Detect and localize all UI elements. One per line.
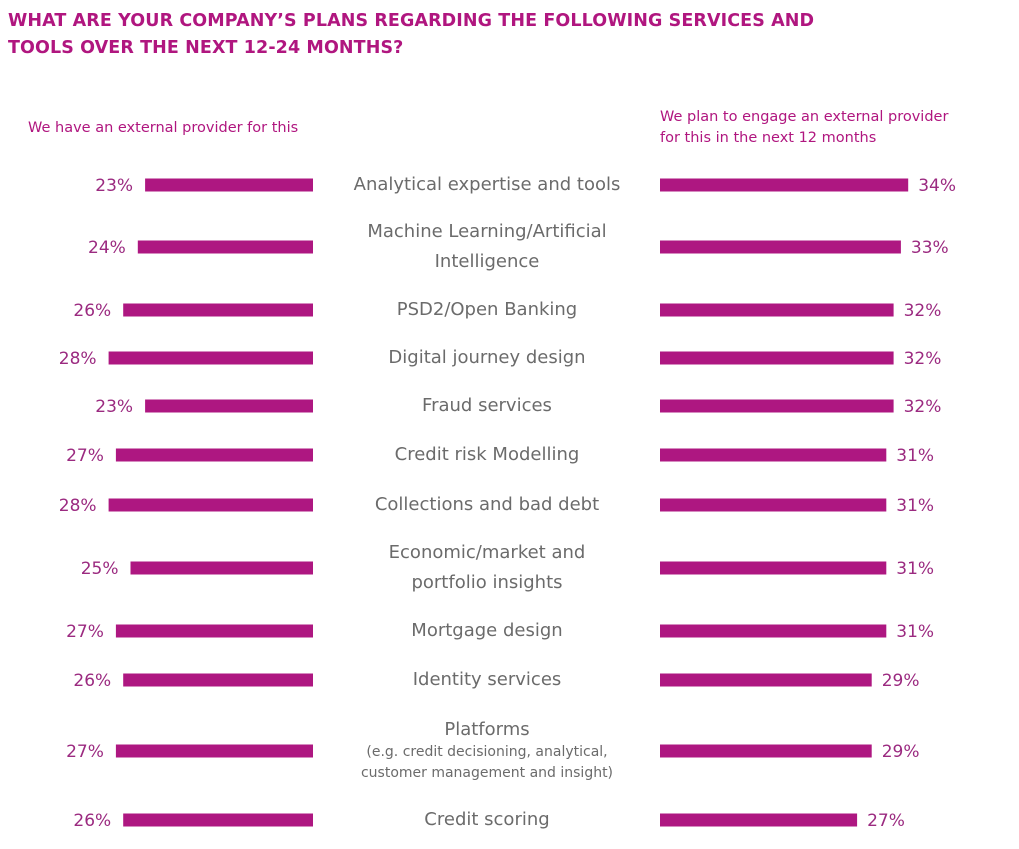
value-label-left: 26% xyxy=(73,671,111,691)
value-label-left: 27% xyxy=(66,742,104,762)
value-label-left: 23% xyxy=(95,397,133,417)
value-label-left: 27% xyxy=(66,622,104,642)
category-label: Platforms xyxy=(444,719,529,740)
bar-right xyxy=(660,498,887,512)
value-label-left: 26% xyxy=(73,811,111,831)
value-label-left: 23% xyxy=(95,176,133,196)
chart-title: WHAT ARE YOUR COMPANY’S PLANS REGARDING … xyxy=(8,8,888,62)
legend-left-series: We have an external provider for this xyxy=(28,118,298,139)
bar-right xyxy=(660,240,901,254)
value-label-right: 29% xyxy=(882,671,920,691)
category-label: PSD2/Open Banking xyxy=(397,299,578,320)
category-label: portfolio insights xyxy=(411,572,562,593)
bar-right xyxy=(660,744,872,758)
value-label-right: 31% xyxy=(896,622,934,642)
legend-right-label-line-2: for this in the next 12 months xyxy=(660,130,877,146)
value-label-left: 24% xyxy=(88,238,126,258)
legend-right-label-line-1: We plan to engage an external provider xyxy=(660,109,949,125)
value-label-left: 28% xyxy=(59,349,97,369)
category-label: Mortgage design xyxy=(411,620,562,641)
value-label-right: 33% xyxy=(911,238,949,258)
bar-right xyxy=(660,178,909,192)
bar-right xyxy=(660,673,872,687)
category-sublabel: customer management and insight) xyxy=(361,765,613,781)
value-label-left: 28% xyxy=(59,496,97,516)
bar-left xyxy=(145,399,313,413)
legend-right-series: We plan to engage an external provider f… xyxy=(660,107,948,149)
value-label-right: 32% xyxy=(904,397,942,417)
category-label: Machine Learning/Artificial xyxy=(367,221,606,242)
value-label-right: 29% xyxy=(882,742,920,762)
bar-left xyxy=(137,240,313,254)
bar-right xyxy=(660,561,887,575)
bar-right xyxy=(660,399,894,413)
value-label-left: 25% xyxy=(81,559,119,579)
category-label: Economic/market and xyxy=(389,542,586,563)
bar-right xyxy=(660,351,894,365)
category-label: Digital journey design xyxy=(388,347,585,368)
bar-left xyxy=(115,744,314,758)
value-label-right: 32% xyxy=(904,349,942,369)
chart-title-line-2: TOOLS OVER THE NEXT 12-24 MONTHS? xyxy=(8,38,404,58)
value-label-right: 32% xyxy=(904,301,942,321)
bar-left xyxy=(108,351,313,365)
bar-left xyxy=(115,624,314,638)
bar-left xyxy=(123,303,313,317)
bar-right xyxy=(660,303,894,317)
bar-left xyxy=(130,561,313,575)
category-label: Identity services xyxy=(413,669,562,690)
bar-left xyxy=(123,813,313,827)
bar-right xyxy=(660,448,887,462)
value-label-left: 26% xyxy=(73,301,111,321)
bar-left xyxy=(115,448,314,462)
bar-right xyxy=(660,813,858,827)
value-label-left: 27% xyxy=(66,446,104,466)
legend-left-label: We have an external provider for this xyxy=(28,120,299,136)
value-label-right: 31% xyxy=(896,446,934,466)
category-sublabel: (e.g. credit decisioning, analytical, xyxy=(366,744,607,760)
chart-title-line-1: WHAT ARE YOUR COMPANY’S PLANS REGARDING … xyxy=(8,11,815,31)
category-label: Credit scoring xyxy=(424,809,549,830)
bar-right xyxy=(660,624,887,638)
bar-left xyxy=(123,673,313,687)
category-label: Intelligence xyxy=(435,251,540,272)
category-label: Collections and bad debt xyxy=(375,494,599,515)
category-label: Credit risk Modelling xyxy=(395,444,580,465)
value-label-right: 27% xyxy=(867,811,905,831)
bar-left xyxy=(108,498,313,512)
bar-left xyxy=(145,178,313,192)
value-label-right: 31% xyxy=(896,496,934,516)
category-label: Analytical expertise and tools xyxy=(354,174,621,195)
category-label: Fraud services xyxy=(422,395,552,416)
value-label-right: 31% xyxy=(896,559,934,579)
value-label-right: 34% xyxy=(918,176,956,196)
